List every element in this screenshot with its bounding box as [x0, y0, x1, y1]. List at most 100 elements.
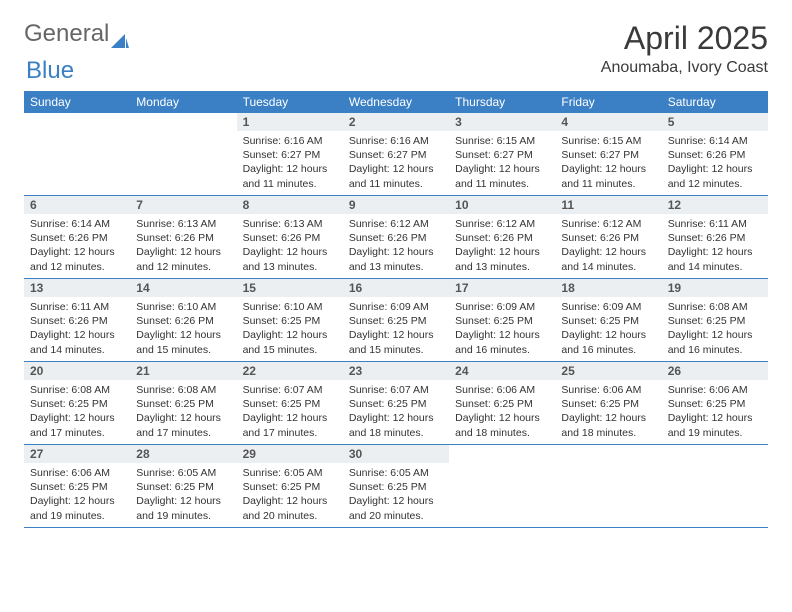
sunrise-line: Sunrise: 6:14 AM	[668, 134, 762, 148]
day-number: 7	[130, 196, 236, 214]
day-details: Sunrise: 6:05 AMSunset: 6:25 PMDaylight:…	[343, 463, 449, 527]
day-number: 24	[449, 362, 555, 380]
sunrise-line: Sunrise: 6:05 AM	[243, 466, 337, 480]
day-details: Sunrise: 6:09 AMSunset: 6:25 PMDaylight:…	[555, 297, 661, 361]
day-details: Sunrise: 6:11 AMSunset: 6:26 PMDaylight:…	[24, 297, 130, 361]
sunset-line: Sunset: 6:25 PM	[455, 314, 549, 328]
day-cell: 11Sunrise: 6:12 AMSunset: 6:26 PMDayligh…	[555, 196, 661, 278]
daylight-line: Daylight: 12 hours and 13 minutes.	[455, 245, 549, 273]
logo-sail-icon	[111, 27, 129, 41]
day-number: 18	[555, 279, 661, 297]
day-details: Sunrise: 6:10 AMSunset: 6:25 PMDaylight:…	[237, 297, 343, 361]
day-details: Sunrise: 6:12 AMSunset: 6:26 PMDaylight:…	[343, 214, 449, 278]
week-row: 20Sunrise: 6:08 AMSunset: 6:25 PMDayligh…	[24, 362, 768, 445]
day-cell: 17Sunrise: 6:09 AMSunset: 6:25 PMDayligh…	[449, 279, 555, 361]
week-row: 13Sunrise: 6:11 AMSunset: 6:26 PMDayligh…	[24, 279, 768, 362]
sunset-line: Sunset: 6:25 PM	[30, 480, 124, 494]
day-cell: 20Sunrise: 6:08 AMSunset: 6:25 PMDayligh…	[24, 362, 130, 444]
weekday-header: Wednesday	[343, 91, 449, 113]
day-details: Sunrise: 6:06 AMSunset: 6:25 PMDaylight:…	[555, 380, 661, 444]
weekday-header: Saturday	[662, 91, 768, 113]
day-number: 22	[237, 362, 343, 380]
daylight-line: Daylight: 12 hours and 15 minutes.	[349, 328, 443, 356]
sunset-line: Sunset: 6:25 PM	[561, 397, 655, 411]
day-cell: 6Sunrise: 6:14 AMSunset: 6:26 PMDaylight…	[24, 196, 130, 278]
sunset-line: Sunset: 6:25 PM	[349, 397, 443, 411]
day-details: Sunrise: 6:10 AMSunset: 6:26 PMDaylight:…	[130, 297, 236, 361]
sunrise-line: Sunrise: 6:07 AM	[349, 383, 443, 397]
empty-cell	[130, 113, 236, 195]
sunset-line: Sunset: 6:27 PM	[455, 148, 549, 162]
sunrise-line: Sunrise: 6:09 AM	[455, 300, 549, 314]
daylight-line: Daylight: 12 hours and 11 minutes.	[243, 162, 337, 190]
sunset-line: Sunset: 6:25 PM	[561, 314, 655, 328]
day-details: Sunrise: 6:14 AMSunset: 6:26 PMDaylight:…	[24, 214, 130, 278]
daylight-line: Daylight: 12 hours and 17 minutes.	[243, 411, 337, 439]
daylight-line: Daylight: 12 hours and 14 minutes.	[668, 245, 762, 273]
empty-cell	[24, 113, 130, 195]
sunrise-line: Sunrise: 6:10 AM	[243, 300, 337, 314]
day-cell: 7Sunrise: 6:13 AMSunset: 6:26 PMDaylight…	[130, 196, 236, 278]
sunset-line: Sunset: 6:25 PM	[243, 480, 337, 494]
day-cell: 18Sunrise: 6:09 AMSunset: 6:25 PMDayligh…	[555, 279, 661, 361]
day-cell: 27Sunrise: 6:06 AMSunset: 6:25 PMDayligh…	[24, 445, 130, 527]
sunset-line: Sunset: 6:25 PM	[30, 397, 124, 411]
calendar: SundayMondayTuesdayWednesdayThursdayFrid…	[24, 91, 768, 528]
day-number: 16	[343, 279, 449, 297]
day-number: 23	[343, 362, 449, 380]
day-number: 27	[24, 445, 130, 463]
sunrise-line: Sunrise: 6:16 AM	[243, 134, 337, 148]
daylight-line: Daylight: 12 hours and 13 minutes.	[243, 245, 337, 273]
sunrise-line: Sunrise: 6:09 AM	[561, 300, 655, 314]
day-number: 30	[343, 445, 449, 463]
day-details: Sunrise: 6:05 AMSunset: 6:25 PMDaylight:…	[130, 463, 236, 527]
day-cell: 24Sunrise: 6:06 AMSunset: 6:25 PMDayligh…	[449, 362, 555, 444]
sunset-line: Sunset: 6:25 PM	[455, 397, 549, 411]
daylight-line: Daylight: 12 hours and 12 minutes.	[668, 162, 762, 190]
title-block: April 2025 Anoumaba, Ivory Coast	[601, 20, 768, 77]
daylight-line: Daylight: 12 hours and 11 minutes.	[349, 162, 443, 190]
daylight-line: Daylight: 12 hours and 16 minutes.	[455, 328, 549, 356]
sunrise-line: Sunrise: 6:11 AM	[30, 300, 124, 314]
day-details: Sunrise: 6:13 AMSunset: 6:26 PMDaylight:…	[130, 214, 236, 278]
day-number: 25	[555, 362, 661, 380]
sunrise-line: Sunrise: 6:05 AM	[136, 466, 230, 480]
day-cell: 25Sunrise: 6:06 AMSunset: 6:25 PMDayligh…	[555, 362, 661, 444]
day-cell: 30Sunrise: 6:05 AMSunset: 6:25 PMDayligh…	[343, 445, 449, 527]
day-details: Sunrise: 6:12 AMSunset: 6:26 PMDaylight:…	[555, 214, 661, 278]
day-details: Sunrise: 6:06 AMSunset: 6:25 PMDaylight:…	[662, 380, 768, 444]
daylight-line: Daylight: 12 hours and 19 minutes.	[668, 411, 762, 439]
sunset-line: Sunset: 6:26 PM	[243, 231, 337, 245]
day-number: 12	[662, 196, 768, 214]
day-cell: 16Sunrise: 6:09 AMSunset: 6:25 PMDayligh…	[343, 279, 449, 361]
daylight-line: Daylight: 12 hours and 17 minutes.	[136, 411, 230, 439]
day-details: Sunrise: 6:12 AMSunset: 6:26 PMDaylight:…	[449, 214, 555, 278]
sunrise-line: Sunrise: 6:13 AM	[243, 217, 337, 231]
sunset-line: Sunset: 6:27 PM	[349, 148, 443, 162]
sunrise-line: Sunrise: 6:12 AM	[561, 217, 655, 231]
day-details: Sunrise: 6:15 AMSunset: 6:27 PMDaylight:…	[449, 131, 555, 195]
daylight-line: Daylight: 12 hours and 14 minutes.	[561, 245, 655, 273]
day-number: 21	[130, 362, 236, 380]
sunrise-line: Sunrise: 6:09 AM	[349, 300, 443, 314]
sunrise-line: Sunrise: 6:06 AM	[30, 466, 124, 480]
day-cell: 13Sunrise: 6:11 AMSunset: 6:26 PMDayligh…	[24, 279, 130, 361]
weekday-header: Thursday	[449, 91, 555, 113]
day-details: Sunrise: 6:16 AMSunset: 6:27 PMDaylight:…	[237, 131, 343, 195]
daylight-line: Daylight: 12 hours and 18 minutes.	[455, 411, 549, 439]
weekday-header: Monday	[130, 91, 236, 113]
sunset-line: Sunset: 6:26 PM	[30, 314, 124, 328]
sunset-line: Sunset: 6:26 PM	[668, 231, 762, 245]
sunset-line: Sunset: 6:27 PM	[561, 148, 655, 162]
daylight-line: Daylight: 12 hours and 16 minutes.	[668, 328, 762, 356]
day-details: Sunrise: 6:08 AMSunset: 6:25 PMDaylight:…	[24, 380, 130, 444]
sunrise-line: Sunrise: 6:06 AM	[668, 383, 762, 397]
sunset-line: Sunset: 6:25 PM	[136, 480, 230, 494]
sunrise-line: Sunrise: 6:11 AM	[668, 217, 762, 231]
day-details: Sunrise: 6:05 AMSunset: 6:25 PMDaylight:…	[237, 463, 343, 527]
daylight-line: Daylight: 12 hours and 20 minutes.	[243, 494, 337, 522]
sunrise-line: Sunrise: 6:05 AM	[349, 466, 443, 480]
day-number: 26	[662, 362, 768, 380]
sunset-line: Sunset: 6:25 PM	[243, 314, 337, 328]
day-number: 11	[555, 196, 661, 214]
